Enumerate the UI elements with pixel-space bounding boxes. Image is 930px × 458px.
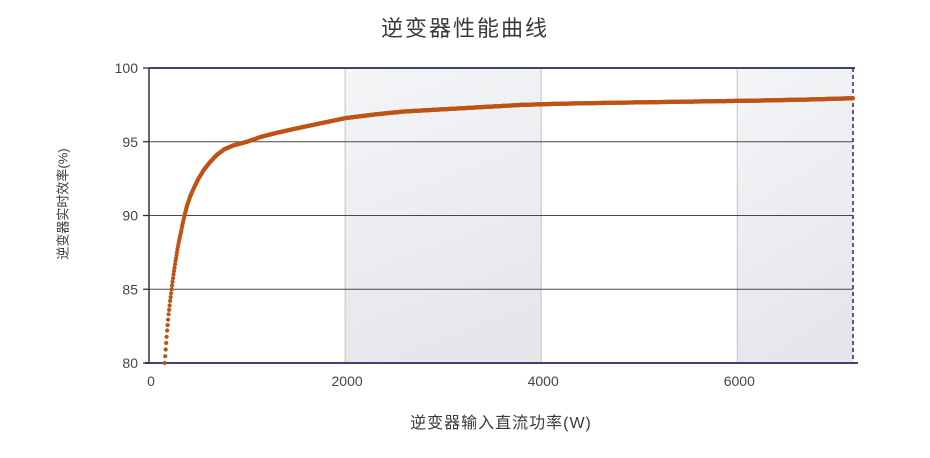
y-tick-label: 80: [122, 355, 138, 371]
x-tick-label: 0: [147, 373, 155, 389]
y-tick-label: 90: [122, 208, 138, 224]
y-tick-label: 85: [122, 281, 138, 297]
y-tick-label: 100: [115, 60, 139, 76]
y-tick-label: 95: [122, 134, 138, 150]
x-tick-label: 4000: [528, 373, 559, 389]
chart-title: 逆变器性能曲线: [380, 16, 549, 41]
inverter-efficiency-curve: [162, 96, 856, 366]
x-tick-label: 2000: [332, 373, 363, 389]
x-tick-label: 6000: [724, 373, 755, 389]
x-axis-title: 逆变器输入直流功率(W): [410, 415, 592, 432]
